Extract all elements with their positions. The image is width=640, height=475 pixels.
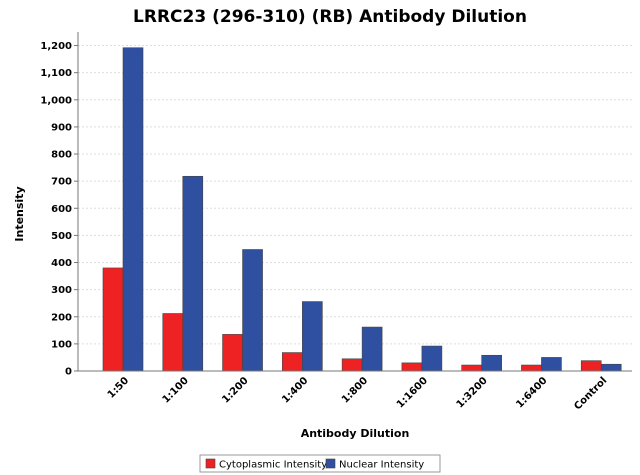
legend-swatch: [205, 458, 216, 469]
y-tick-label: 1,100: [40, 68, 72, 79]
y-tick-label: 200: [51, 312, 72, 323]
y-axis-ticks: 0 100 200 300 400 500 600 700 800 900 1,000 1,100 1,…: [40, 41, 78, 378]
x-tick-label: 1:3200: [455, 375, 490, 410]
x-tick-label: 1:200: [220, 375, 250, 405]
bar-nuclear: [242, 249, 263, 372]
legend-box: [199, 454, 441, 473]
x-axis-ticks: 1:50 1:100 1:200 1:400 1:800 1:1600 1:3200 1:64…: [106, 375, 610, 412]
x-tick-label: 1:6400: [514, 375, 549, 410]
bar-nuclear: [361, 326, 383, 372]
bar-cytoplasmic: [102, 267, 124, 372]
y-tick-label: 100: [51, 339, 72, 350]
y-tick-label: 900: [51, 122, 72, 133]
x-tick-label: 1:400: [280, 375, 310, 405]
y-tick-label: 700: [51, 177, 72, 188]
bar-nuclear: [541, 357, 562, 372]
legend-entry: Nuclear Intensity: [339, 460, 424, 471]
y-tick-label: 0: [65, 367, 72, 378]
bar-cytoplasmic: [162, 313, 184, 372]
y-tick-label: 1,200: [40, 41, 72, 52]
bar-nuclear: [600, 363, 622, 372]
x-tick-label: 1:1600: [395, 375, 430, 410]
x-tick-label: 1:100: [161, 375, 191, 405]
x-tick-label: 1:50: [106, 375, 131, 400]
bar-cytoplasmic: [401, 362, 423, 372]
y-axis-label: Intensity: [13, 186, 26, 241]
bar-nuclear: [182, 175, 204, 372]
bar-nuclear: [122, 47, 144, 372]
bar-nuclear: [421, 345, 443, 372]
y-tick-label: 800: [51, 150, 72, 161]
bar-cytoplasmic: [580, 360, 602, 372]
bar-cytoplasmic: [461, 364, 482, 372]
y-tick-label: 1,000: [40, 95, 72, 106]
bar-cytoplasmic: [521, 364, 542, 372]
chart-title: LRRC23 (296-310) (RB) Antibody Dilution: [133, 7, 527, 27]
legend-entry: Cytoplasmic Intensity: [219, 460, 327, 471]
legend-swatch: [325, 458, 336, 469]
x-axis-label: Antibody Dilution: [301, 427, 410, 440]
y-tick-label: 500: [51, 231, 72, 242]
grid-layer: [78, 45, 632, 345]
y-tick-label: 300: [51, 285, 72, 296]
y-tick-label: 600: [51, 204, 72, 215]
legend: Cytoplasmic Intensity Nuclear Intensity: [199, 454, 441, 473]
x-tick-label: Control: [572, 375, 609, 412]
x-tick-label: 1:800: [340, 375, 370, 405]
bar-cytoplasmic: [222, 334, 243, 372]
bar-nuclear: [481, 354, 502, 372]
bar-nuclear: [302, 301, 323, 372]
y-tick-label: 400: [51, 258, 72, 269]
bar-cytoplasmic: [282, 352, 303, 372]
bar-cytoplasmic: [341, 358, 363, 372]
bars: [102, 47, 622, 372]
